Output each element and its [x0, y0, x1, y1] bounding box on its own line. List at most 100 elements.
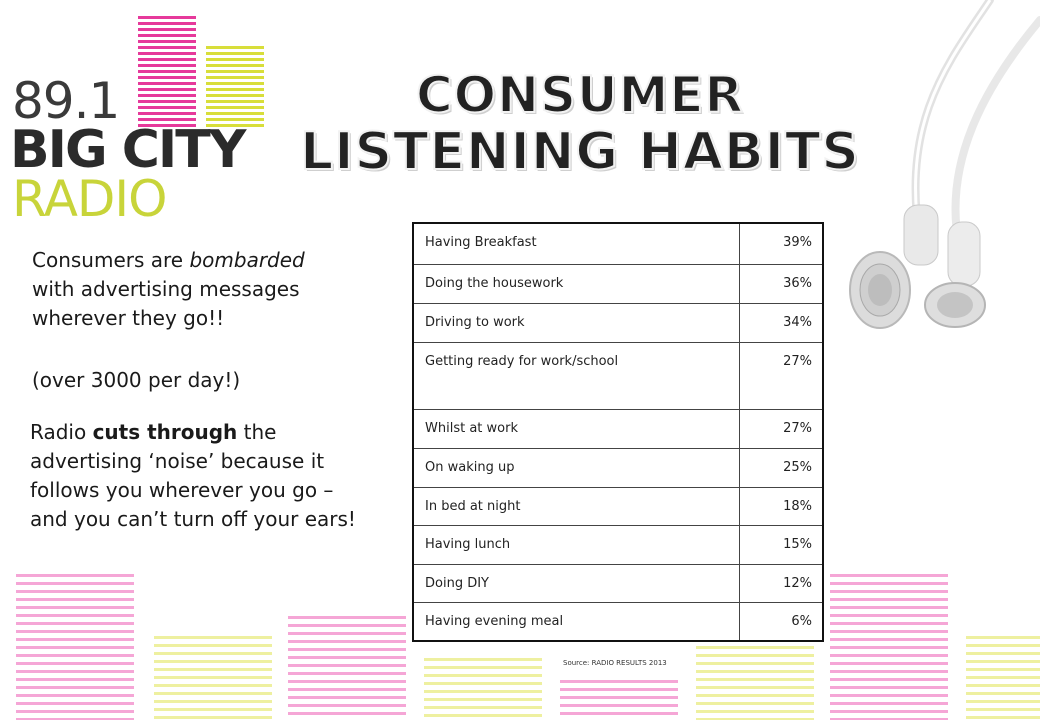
stripe — [288, 648, 406, 651]
percent-cell: 6% — [738, 601, 824, 642]
percent-cell: 34% — [738, 302, 824, 343]
stripe — [696, 654, 814, 657]
stripe — [206, 58, 264, 61]
stripe — [966, 716, 1040, 719]
table-row: On waking up 25% — [412, 447, 824, 488]
stripe — [138, 64, 196, 67]
intro-suffix: with advertising messages wherever they … — [32, 277, 300, 330]
stripe — [560, 712, 678, 715]
stripe — [830, 582, 948, 585]
stripe — [206, 76, 264, 79]
stripe — [830, 630, 948, 633]
logo-equalizer-bars — [138, 16, 264, 127]
stripe — [16, 702, 134, 705]
stripe — [830, 654, 948, 657]
stripe — [830, 574, 948, 577]
stripe — [288, 680, 406, 683]
stripe — [16, 582, 134, 585]
stripe — [206, 46, 264, 49]
stripe — [16, 614, 134, 617]
stripe — [154, 636, 272, 639]
stripe — [154, 708, 272, 711]
title-line-1: CONSUMER — [415, 66, 745, 124]
source-note: Source: RADIO RESULTS 2013 — [563, 659, 667, 667]
intro-note: (over 3000 per day!) — [32, 368, 241, 392]
stripe — [966, 636, 1040, 639]
stripe — [830, 598, 948, 601]
radio-suffix: the advertising ‘noise’ because it follo… — [30, 420, 356, 531]
stripe — [966, 684, 1040, 687]
stripe — [830, 590, 948, 593]
stripe — [830, 678, 948, 681]
stripe — [696, 718, 814, 720]
stripe — [830, 646, 948, 649]
stripe — [424, 658, 542, 661]
table-row: Getting ready for work/school 27% — [412, 341, 824, 410]
percent-cell: 27% — [738, 408, 824, 449]
stripe — [830, 694, 948, 697]
stripe — [138, 52, 196, 55]
activity-cell: Having lunch — [412, 524, 740, 565]
stripe — [138, 58, 196, 61]
activity-cell: Getting ready for work/school — [412, 341, 740, 410]
intro-text: Consumers are bombarded with advertising… — [32, 246, 322, 333]
stripe — [138, 106, 196, 109]
stripe — [206, 70, 264, 73]
stripe — [966, 652, 1040, 655]
stripe — [424, 674, 542, 677]
stripe — [696, 686, 814, 689]
stripe — [424, 682, 542, 685]
stripe — [138, 76, 196, 79]
percent-cell: 39% — [738, 222, 824, 265]
stripe — [288, 688, 406, 691]
stripe — [138, 88, 196, 91]
logo-name: BIG CITY — [10, 120, 246, 180]
table-row: In bed at night 18% — [412, 486, 824, 526]
stripe — [206, 52, 264, 55]
decorative-equalizer — [16, 574, 1040, 720]
stripe — [206, 106, 264, 109]
earphones-icon — [849, 0, 1040, 329]
activity-cell: Doing the housework — [412, 263, 740, 304]
stripe — [288, 696, 406, 699]
stripe — [16, 694, 134, 697]
table-row: Having Breakfast 39% — [412, 222, 824, 265]
stripe — [138, 100, 196, 103]
table-row: Having lunch 15% — [412, 524, 824, 565]
stripe — [16, 710, 134, 713]
stripe — [830, 670, 948, 673]
stripe — [138, 82, 196, 85]
stripe — [696, 694, 814, 697]
stripe — [830, 622, 948, 625]
stripe — [138, 34, 196, 37]
activity-cell: On waking up — [412, 447, 740, 488]
activity-cell: Whilst at work — [412, 408, 740, 449]
radio-prefix: Radio — [30, 420, 93, 444]
stripe — [154, 684, 272, 687]
stripe — [560, 680, 678, 683]
stripe — [424, 714, 542, 717]
stripe — [966, 692, 1040, 695]
stripe — [206, 88, 264, 91]
stripe — [966, 644, 1040, 647]
stripe — [966, 660, 1040, 663]
stripe — [696, 702, 814, 705]
stripe — [138, 40, 196, 43]
radio-text: Radio cuts through the advertising ‘nois… — [30, 418, 370, 534]
stripe — [830, 710, 948, 713]
stripe — [560, 688, 678, 691]
activity-cell: Having Breakfast — [412, 222, 740, 265]
stripe — [138, 94, 196, 97]
stripe — [206, 100, 264, 103]
stripe — [154, 668, 272, 671]
activity-cell: Driving to work — [412, 302, 740, 343]
stripe — [696, 646, 814, 649]
stripe — [16, 686, 134, 689]
stripe — [138, 112, 196, 115]
stripe — [138, 70, 196, 73]
stripe — [138, 22, 196, 25]
percent-cell: 12% — [738, 563, 824, 603]
stripe — [206, 82, 264, 85]
stripe — [206, 118, 264, 121]
stripe — [288, 640, 406, 643]
